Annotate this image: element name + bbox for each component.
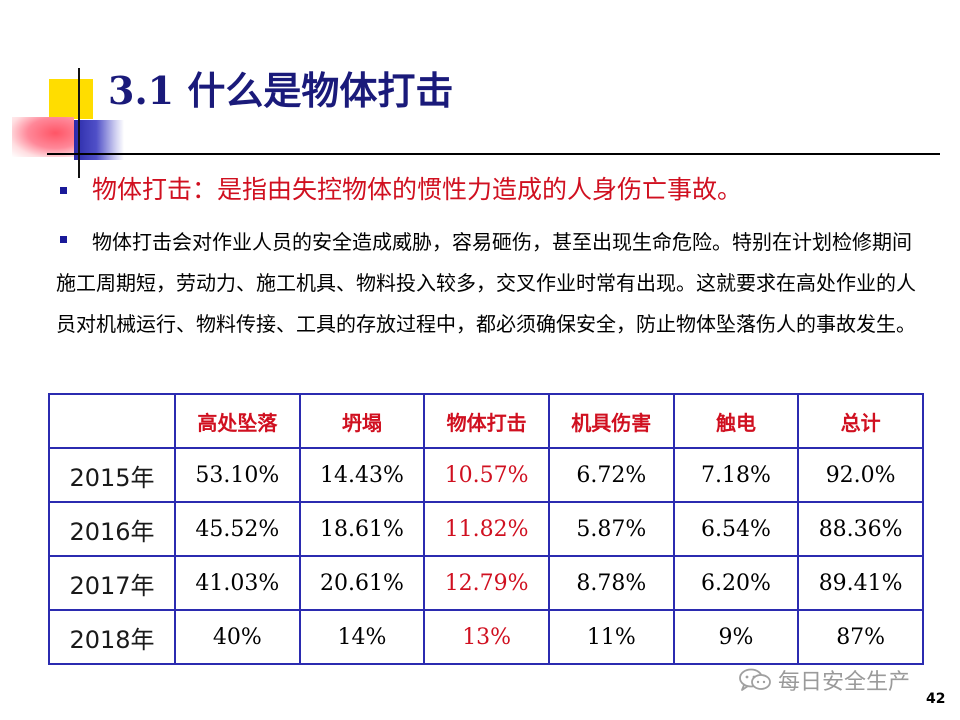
table-cell: 6.72% <box>547 447 675 503</box>
watermark-text: 每日安全生产 <box>778 670 911 695</box>
table-header-row: 高处坠落 坍塌 物体打击 机具伤害 触电 总计 <box>48 393 924 449</box>
definition-text: 物体打击：是指由失控物体的惯性力造成的人身伤亡事故。 <box>92 175 743 204</box>
wechat-icon <box>739 668 771 691</box>
year-cell: 2018年 <box>48 609 176 665</box>
table-cell: 14% <box>298 609 426 665</box>
table-cell: 8.78% <box>547 555 675 611</box>
table-cell-highlight: 11.82% <box>423 501 550 557</box>
table-cell: 6.20% <box>672 555 800 611</box>
table-cell-highlight: 10.57% <box>423 447 550 503</box>
page-number: 42 <box>926 691 946 707</box>
year-cell: 2016年 <box>48 501 176 557</box>
table-cell: 53.10% <box>174 447 301 503</box>
slide-title: 3.1 什么是物体打击 <box>108 68 454 113</box>
header-cell-total: 总计 <box>797 393 924 449</box>
table-cell: 9% <box>672 609 800 665</box>
table-cell: 87% <box>797 609 924 665</box>
table-cell: 89.41% <box>797 555 924 611</box>
header-cell-fall-from-height: 高处坠落 <box>174 393 301 449</box>
header-cell-collapse: 坍塌 <box>298 393 426 449</box>
table-cell: 45.52% <box>174 501 301 557</box>
title-divider-line <box>47 153 940 155</box>
table-row: 2017年 41.03% 20.61% 12.79% 8.78% 6.20% 8… <box>48 555 924 611</box>
table-cell: 40% <box>174 609 301 665</box>
table-cell: 6.54% <box>672 501 800 557</box>
header-cell-electric-shock: 触电 <box>672 393 800 449</box>
table-cell-highlight: 13% <box>423 609 550 665</box>
table-cell: 7.18% <box>672 447 800 503</box>
header-cell-object-strike: 物体打击 <box>423 393 550 449</box>
logo-yellow-square <box>49 79 93 119</box>
table-cell: 41.03% <box>174 555 301 611</box>
accident-stats-table: 高处坠落 坍塌 物体打击 机具伤害 触电 总计 2015年 53.10% 14.… <box>48 393 924 665</box>
description-paragraph: 物体打击会对作业人员的安全造成威胁，容易砸伤，甚至出现生命危险。特别在计划检修期… <box>56 230 916 336</box>
year-cell: 2015年 <box>48 447 176 503</box>
bullet-icon <box>60 236 67 243</box>
logo-vertical-line <box>78 68 80 178</box>
table-cell: 18.61% <box>298 501 426 557</box>
table-row: 2016年 45.52% 18.61% 11.82% 5.87% 6.54% 8… <box>48 501 924 557</box>
watermark: 每日安全生产 <box>738 664 910 696</box>
table-cell-highlight: 12.79% <box>423 555 550 611</box>
table-row: 2015年 53.10% 14.43% 10.57% 6.72% 7.18% 9… <box>48 447 924 503</box>
table-cell: 14.43% <box>298 447 426 503</box>
table-cell: 20.61% <box>298 555 426 611</box>
table-cell: 88.36% <box>797 501 924 557</box>
header-cell-empty <box>48 393 176 449</box>
header-cell-machinery-injury: 机具伤害 <box>547 393 675 449</box>
table-cell: 5.87% <box>547 501 675 557</box>
logo-red-square <box>12 117 74 157</box>
table-row: 2018年 40% 14% 13% 11% 9% 87% <box>48 609 924 665</box>
bullet-icon <box>60 187 67 194</box>
table-cell: 11% <box>547 609 675 665</box>
table-cell: 92.0% <box>797 447 924 503</box>
year-cell: 2017年 <box>48 555 176 611</box>
